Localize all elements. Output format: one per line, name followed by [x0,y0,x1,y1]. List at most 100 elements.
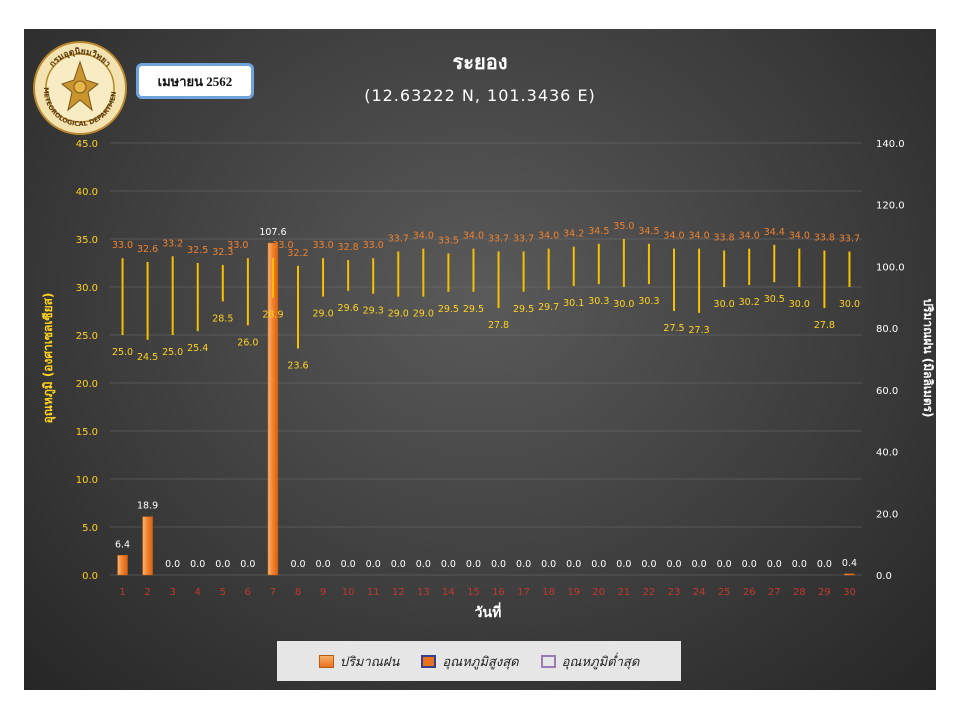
x-tick-label: 26 [743,587,756,598]
rain-data-label: 0.0 [717,559,732,570]
rain-data-label: 0.0 [240,559,255,570]
rain-data-label: 18.9 [137,501,158,512]
y-left-tick-label: 15.0 [76,427,98,438]
gridlines [110,142,862,576]
x-tick-label: 30 [843,587,856,598]
max-temp-data-label: 34.2 [563,229,584,240]
rain-data-label: 0.0 [215,559,230,570]
min-temp-data-label: 30.1 [563,298,584,309]
min-temp-data-label: 29.7 [538,302,559,313]
min-temp-data-label: 25.0 [112,347,133,358]
min-temp-data-label: 24.5 [137,352,158,363]
x-tick-label: 21 [617,587,630,598]
rain-data-label: 107.6 [259,227,286,238]
max-temp-data-label: 33.8 [814,233,835,244]
min-temp-data-label: 30.2 [739,297,760,308]
y-left-tick-label: 20.0 [76,379,98,390]
chart-panel [24,29,936,690]
rain-data-label: 0.0 [666,559,681,570]
x-tick-label: 9 [320,587,326,598]
max-temp-data-label: 32.3 [212,247,233,258]
rain-data-label: 0.0 [466,559,481,570]
x-tick-label: 4 [195,587,201,598]
max-temp-data-label: 33.0 [112,240,133,251]
max-temp-data-label: 33.0 [272,240,293,251]
y-right-tick-label: 120.0 [876,201,905,212]
x-tick-label: 5 [220,587,226,598]
rain-data-label: 0.0 [366,559,381,570]
min-temp-data-label: 30.0 [613,299,634,310]
x-tick-label: 25 [718,587,731,598]
max-temp-data-label: 35.0 [613,221,634,232]
y-left-tick-label: 35.0 [76,235,98,246]
x-tick-label: 3 [169,587,175,598]
x-tick-label: 29 [818,587,831,598]
max-temp-data-label: 32.2 [287,248,308,259]
min-temp-data-label: 29.5 [438,304,459,315]
chart-subtitle: (12.63222 N, 101.3436 E) [364,86,596,105]
max-temp-data-label: 32.6 [137,244,158,255]
x-tick-label: 27 [768,587,781,598]
min-temp-data-label: 29.0 [312,309,333,320]
rain-data-label: 0.0 [341,559,356,570]
max-temp-data-label: 34.0 [538,231,559,242]
rain-data-label: 0.0 [165,559,180,570]
y-left-tick-label: 0.0 [82,571,98,582]
min-temp-data-label: 28.5 [212,313,233,324]
y-axis-left-label: อุณหภูมิ (องศาเซลเซียส) [41,293,56,424]
meteorological-department-seal-icon: กรมอุตุนิยมวิทยา METEOROLOGICAL DEPARTME… [32,40,127,135]
rain-data-label: 0.0 [591,559,606,570]
x-axis-label: วันที่ [475,602,502,621]
max-temp-data-label: 34.4 [764,227,785,238]
rain-data-label: 6.4 [115,539,130,550]
x-tick-label: 18 [542,587,555,598]
x-tick-label: 2 [144,587,150,598]
max-temp-data-label: 34.0 [789,231,810,242]
max-temp-data-label: 34.0 [688,231,709,242]
x-tick-label: 16 [492,587,505,598]
rain-data-label: 0.0 [516,559,531,570]
rain-data-label: 0.0 [416,559,431,570]
y-right-tick-label: 60.0 [876,386,898,397]
x-tick-label: 22 [643,587,656,598]
chart-title: ระยอง [452,50,508,74]
y-left-tick-label: 10.0 [76,475,98,486]
x-tick-label: 19 [567,587,580,598]
max-temp-data-label: 33.7 [388,233,409,244]
x-tick-label: 14 [442,587,455,598]
max-temp-data-label: 33.0 [363,240,384,251]
legend-item-rain: ปริมาณฝน [318,651,400,672]
rain-data-label: 0.0 [767,559,782,570]
min-temp-data-label: 27.3 [688,325,709,336]
x-tick-label: 15 [467,587,480,598]
max-temp-data-label: 34.0 [663,231,684,242]
min-temp-data-label: 30.0 [714,299,735,310]
y-left-tick-label: 25.0 [76,331,98,342]
rain-data-label: 0.0 [742,559,757,570]
max-temp-data-label: 33.2 [162,238,183,249]
data-labels: 6.4 33.0 25.0 18.9 32.6 24.5 0.0 33.2 25.0 0.0 32.… [112,221,860,570]
x-tick-label: 20 [592,587,605,598]
axes: 0.05.010.015.020.025.030.035.040.045.00.… [76,139,905,598]
rain-bars [117,242,855,576]
min-temp-data-label: 25.0 [162,347,183,358]
y-right-tick-label: 80.0 [876,324,898,335]
min-temp-data-label: 30.0 [789,299,810,310]
y-left-tick-label: 45.0 [76,139,98,150]
max-temp-data-label: 34.5 [588,226,609,237]
rain-bar [142,516,153,576]
legend-label-rain: ปริมาณฝน [339,654,400,670]
min-temp-data-label: 29.3 [363,306,384,317]
x-tick-label: 17 [517,587,530,598]
min-temp-data-label: 30.3 [638,296,659,307]
min-temp-data-label: 29.5 [463,304,484,315]
rain-data-label: 0.0 [817,559,832,570]
x-tick-label: 23 [668,587,681,598]
rain-bar [267,242,279,576]
min-temp-data-label: 30.5 [764,294,785,305]
max-temp-data-label: 34.5 [638,226,659,237]
y-right-tick-label: 0.0 [876,571,892,582]
rain-data-label: 0.4 [842,558,857,569]
y-left-tick-label: 5.0 [82,523,98,534]
